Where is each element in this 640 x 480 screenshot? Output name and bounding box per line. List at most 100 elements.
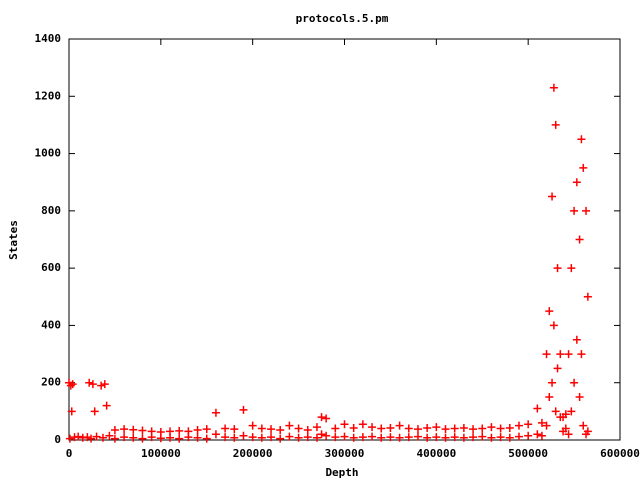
y-tick-label: 0 <box>54 433 61 446</box>
point <box>294 433 303 442</box>
point <box>450 433 459 442</box>
x-tick-label: 100000 <box>141 447 181 460</box>
x-tick-label: 200000 <box>233 447 273 460</box>
chart-title: protocols.5.pm <box>296 12 389 25</box>
point <box>285 421 294 430</box>
point <box>496 433 505 442</box>
y-axis-label: States <box>7 220 20 260</box>
point <box>248 433 257 442</box>
x-tick-label: 0 <box>66 447 73 460</box>
plot-border <box>68 38 621 441</box>
point <box>469 425 478 434</box>
point <box>120 433 129 442</box>
point <box>67 407 76 416</box>
point <box>567 264 576 273</box>
point <box>312 423 321 432</box>
point <box>395 433 404 442</box>
point <box>533 404 542 413</box>
point <box>92 432 101 441</box>
point <box>583 427 592 436</box>
point <box>257 424 266 433</box>
point <box>294 424 303 433</box>
point <box>537 418 546 427</box>
point <box>230 425 239 434</box>
point <box>564 350 573 359</box>
point <box>450 424 459 433</box>
point <box>487 433 496 442</box>
point <box>441 425 450 434</box>
point <box>577 350 586 359</box>
point <box>505 423 514 432</box>
point <box>564 430 573 439</box>
point <box>441 433 450 442</box>
point <box>267 425 276 434</box>
point <box>423 433 432 442</box>
point <box>74 432 83 441</box>
point <box>340 420 349 429</box>
point <box>267 433 276 442</box>
x-tick-label: 300000 <box>325 447 365 460</box>
point <box>583 292 592 301</box>
point <box>257 433 266 442</box>
point <box>368 432 377 441</box>
point <box>221 424 230 433</box>
point <box>386 423 395 432</box>
point <box>548 378 557 387</box>
point <box>395 421 404 430</box>
point <box>193 425 202 434</box>
point <box>211 408 220 417</box>
y-tick-label: 1200 <box>35 89 62 102</box>
point <box>582 206 591 215</box>
point <box>110 425 119 434</box>
point <box>404 424 413 433</box>
point <box>577 135 586 144</box>
point <box>349 433 358 442</box>
x-axis-label: Depth <box>325 466 358 479</box>
point <box>567 407 576 416</box>
point <box>303 433 312 442</box>
point <box>202 434 211 443</box>
y-tick-label: 200 <box>41 376 61 389</box>
point <box>553 264 562 273</box>
point <box>459 423 468 432</box>
point <box>129 425 138 434</box>
point <box>459 433 468 442</box>
point <box>478 424 487 433</box>
point <box>147 433 156 442</box>
point <box>312 433 321 442</box>
point <box>239 431 248 440</box>
point <box>156 434 165 443</box>
point <box>138 426 147 435</box>
point <box>570 206 579 215</box>
point <box>514 432 523 441</box>
y-tick-label: 600 <box>41 261 61 274</box>
point <box>572 335 581 344</box>
point <box>572 178 581 187</box>
point <box>358 420 367 429</box>
point <box>575 235 584 244</box>
point <box>432 433 441 442</box>
point <box>545 393 554 402</box>
point <box>524 431 533 440</box>
point <box>377 433 386 442</box>
x-tick-label: 400000 <box>416 447 456 460</box>
point <box>404 433 413 442</box>
point <box>230 433 239 442</box>
point <box>413 432 422 441</box>
y-tick-label: 1400 <box>35 32 62 45</box>
point <box>110 434 119 443</box>
point <box>285 432 294 441</box>
y-tick-label: 800 <box>41 204 61 217</box>
point <box>377 424 386 433</box>
point <box>65 434 74 443</box>
point <box>120 425 129 434</box>
point <box>102 401 111 410</box>
point <box>87 434 96 443</box>
x-tick-label: 600000 <box>600 447 640 460</box>
y-tick-label: 400 <box>41 318 61 331</box>
point <box>97 381 106 390</box>
point <box>276 434 285 443</box>
point <box>413 425 422 434</box>
